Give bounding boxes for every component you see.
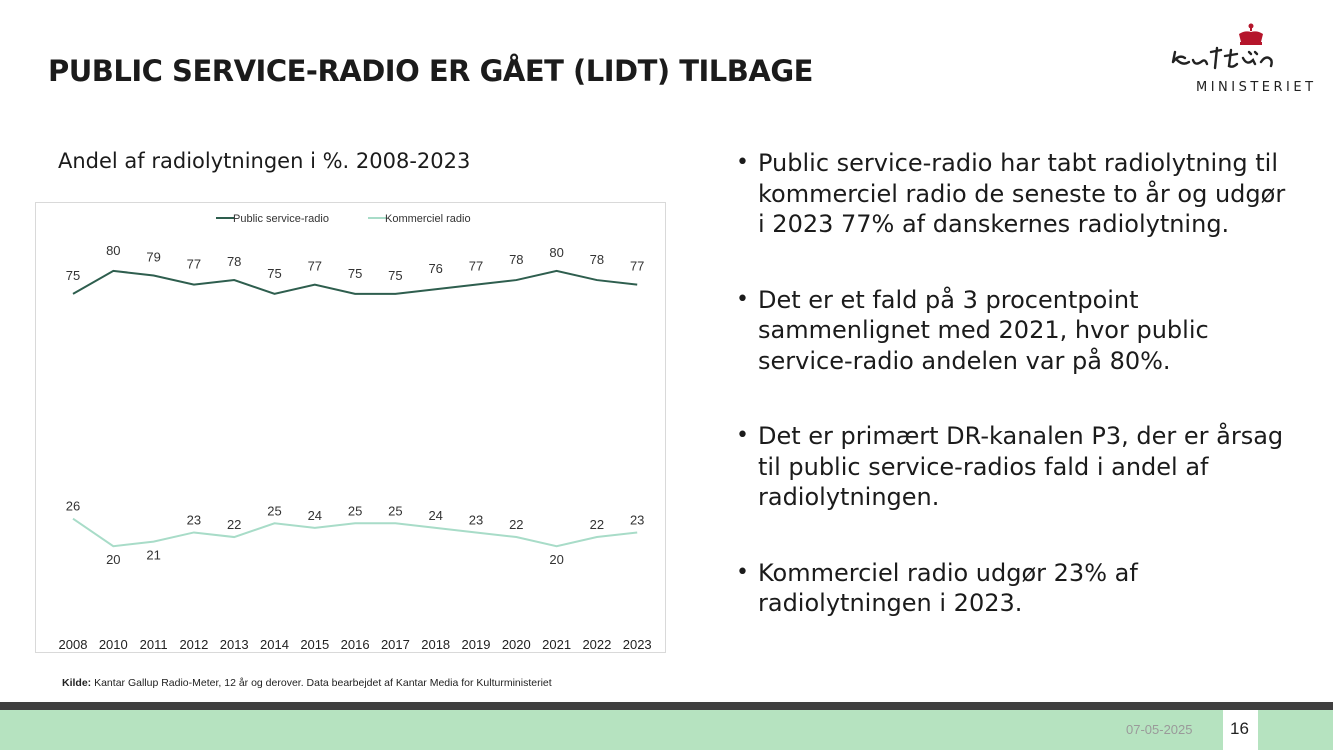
x-tick-label: 2018 <box>421 637 450 652</box>
data-label: 23 <box>187 512 201 527</box>
data-label: 77 <box>630 259 644 274</box>
x-tick-label: 2020 <box>502 637 531 652</box>
data-label: 76 <box>428 261 442 276</box>
footer-divider <box>0 702 1333 710</box>
data-label: 23 <box>630 512 644 527</box>
line-chart: Public service-radio Kommerciel radio 75 80… <box>35 202 666 653</box>
series-line <box>72 269 638 295</box>
x-tick-label: 2012 <box>179 637 208 652</box>
data-label: 78 <box>509 252 523 267</box>
source-label: Kilde: <box>62 677 92 689</box>
x-tick-label: 2019 <box>462 637 491 652</box>
data-label: 77 <box>187 257 201 272</box>
page-number-box <box>1223 710 1258 750</box>
x-tick-label: 2010 <box>99 637 128 652</box>
data-label: 22 <box>227 517 241 532</box>
bullet-item: • Det er et fald på 3 procentpoint sammen… <box>736 285 1296 377</box>
bullet-dot-icon: • <box>736 559 749 585</box>
data-label: 25 <box>267 503 281 518</box>
data-label: 80 <box>106 243 120 258</box>
footer-band <box>0 710 1333 750</box>
bullet-text: Det er primært DR-kanalen P3, der er års… <box>758 422 1284 511</box>
chart-title: Andel af radiolytningen i %. 2008-2023 <box>58 149 471 173</box>
bullet-text: Public service-radio har tabt radiolytni… <box>758 149 1286 238</box>
data-label: 77 <box>469 259 483 274</box>
crown-icon <box>1171 23 1273 70</box>
footer-date: 07-05-2025 <box>1126 722 1193 737</box>
data-label: 78 <box>590 252 604 267</box>
x-tick-label: 2016 <box>341 637 370 652</box>
data-label: 25 <box>388 503 402 518</box>
bullet-list: • Public service-radio har tabt radiolytn… <box>736 148 1296 664</box>
bullet-dot-icon: • <box>736 150 749 175</box>
data-label: 20 <box>106 552 120 567</box>
data-label: 22 <box>509 517 523 532</box>
bullet-dot-icon: • <box>736 423 749 448</box>
data-label: 75 <box>66 268 80 283</box>
data-label: 78 <box>227 254 241 269</box>
x-tick-label: 2017 <box>381 637 410 652</box>
source-note: Kilde: Kantar Gallup Radio-Meter, 12 år … <box>62 677 552 689</box>
data-label: 75 <box>388 268 402 283</box>
data-label: 24 <box>308 508 322 523</box>
data-label: 20 <box>549 552 563 567</box>
x-tick-label: 2023 <box>623 637 652 652</box>
legend-label: Public service-radio <box>233 213 329 225</box>
data-label: 23 <box>469 512 483 527</box>
legend-label: Kommerciel radio <box>385 213 471 225</box>
data-label: 22 <box>590 517 604 532</box>
bullet-text: Det er et fald på 3 procentpoint sammenl… <box>758 285 1209 375</box>
data-label: 26 <box>66 499 80 514</box>
data-label: 24 <box>428 508 442 523</box>
data-label: 77 <box>308 259 322 274</box>
bullet-dot-icon: • <box>736 286 749 312</box>
data-label: 75 <box>267 266 281 281</box>
bullet-text: Kommerciel radio udgør 23% af radiolytni… <box>758 558 1138 618</box>
bullet-item: • Public service-radio har tabt radiolytn… <box>736 148 1296 240</box>
x-tick-label: 2011 <box>140 637 168 652</box>
page-number: 16 <box>1230 719 1249 738</box>
series-line <box>72 517 638 548</box>
data-label: 75 <box>348 266 362 281</box>
slide-title: PUBLIC SERVICE-RADIO ER GÅET (LIDT) TILB… <box>48 54 813 88</box>
data-label: 25 <box>348 503 362 518</box>
source-text: Kantar Gallup Radio-Meter, 12 år og dero… <box>91 677 552 689</box>
logo-wordmark: MINISTERIET <box>1196 80 1317 95</box>
data-label: 80 <box>549 245 563 260</box>
x-tick-label: 2013 <box>220 637 249 652</box>
data-label: 79 <box>146 249 160 264</box>
x-tick-label: 2008 <box>59 637 88 652</box>
x-tick-label: 2021 <box>542 637 571 652</box>
data-label: 21 <box>146 548 160 563</box>
chart-svg: Public service-radio Kommerciel radio 75 80… <box>59 213 652 652</box>
x-tick-label: 2015 <box>300 637 329 652</box>
bullet-item: • Kommerciel radio udgør 23% af radiolytn… <box>736 558 1296 619</box>
bullet-item: • Det er primært DR-kanalen P3, der er år… <box>736 421 1296 513</box>
x-tick-label: 2022 <box>582 637 611 652</box>
x-tick-label: 2014 <box>260 637 289 652</box>
